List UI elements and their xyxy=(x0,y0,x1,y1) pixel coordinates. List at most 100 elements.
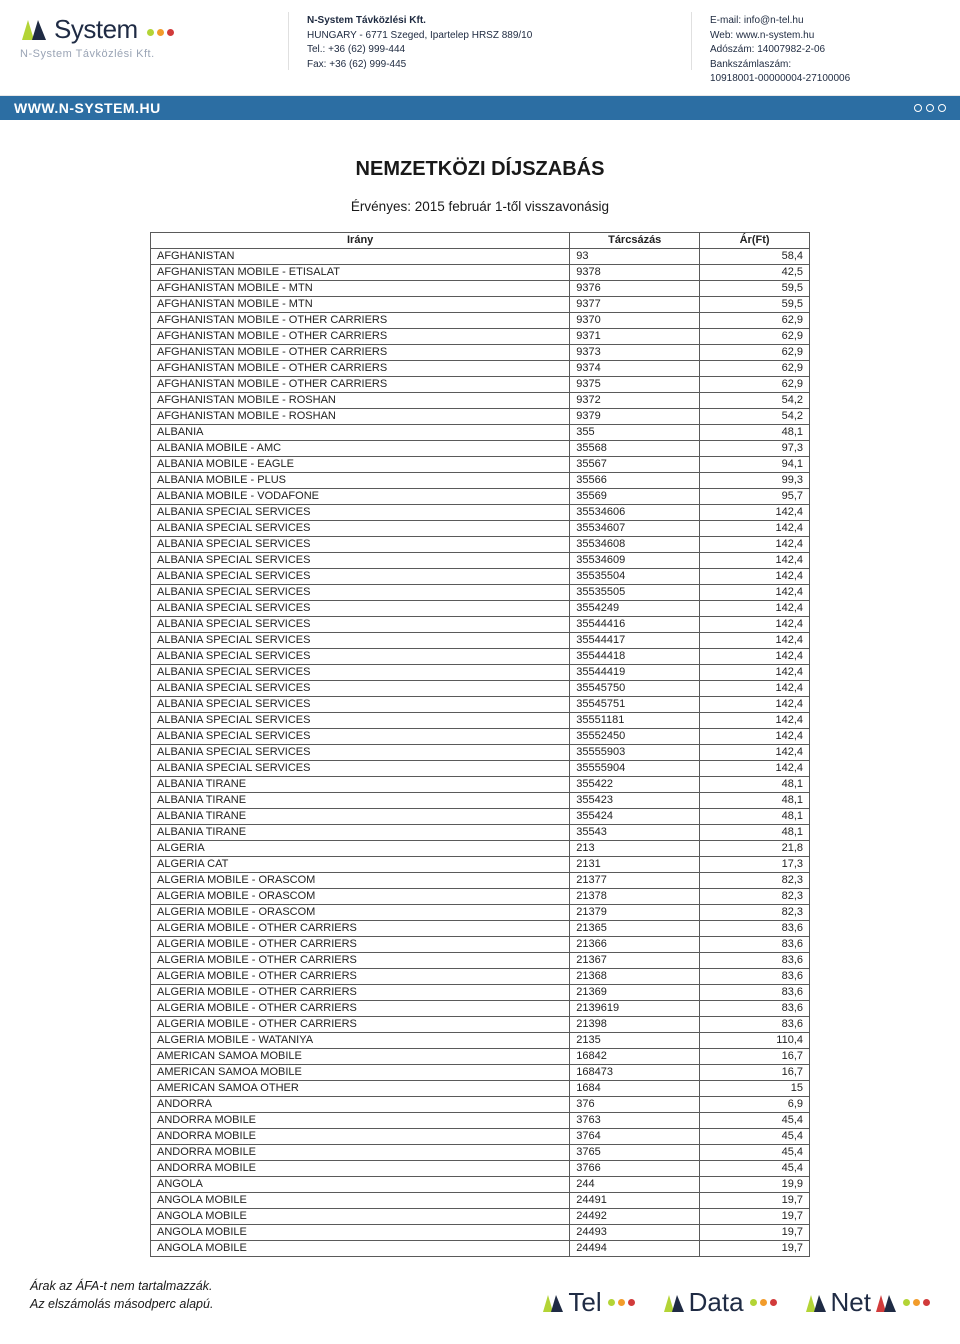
cell-dial: 2131 xyxy=(570,856,700,872)
table-row: AFGHANISTAN MOBILE - OTHER CARRIERS93706… xyxy=(151,312,810,328)
table-row: ALGERIA MOBILE - ORASCOM2137882,3 xyxy=(151,888,810,904)
cell-destination: ALGERIA xyxy=(151,840,570,856)
cell-price: 16,7 xyxy=(700,1048,810,1064)
cell-dial: 9374 xyxy=(570,360,700,376)
cell-destination: AFGHANISTAN MOBILE - OTHER CARRIERS xyxy=(151,312,570,328)
brand-logo: Data xyxy=(663,1287,777,1318)
addr-line: Adószám: 14007982-2-06 xyxy=(710,43,940,58)
cell-price: 19,7 xyxy=(700,1208,810,1224)
cell-destination: ALGERIA MOBILE - OTHER CARRIERS xyxy=(151,984,570,1000)
cell-dial: 21379 xyxy=(570,904,700,920)
table-row: ALBANIA SPECIAL SERVICES35535505142,4 xyxy=(151,584,810,600)
brand-dots-icon xyxy=(903,1299,930,1306)
cell-destination: AMERICAN SAMOA MOBILE xyxy=(151,1048,570,1064)
cell-price: 48,1 xyxy=(700,808,810,824)
cell-price: 110,4 xyxy=(700,1032,810,1048)
brand-mark-icon xyxy=(805,1292,827,1314)
cell-dial: 16842 xyxy=(570,1048,700,1064)
cell-destination: AMERICAN SAMOA OTHER xyxy=(151,1080,570,1096)
table-row: AFGHANISTAN MOBILE - OTHER CARRIERS93756… xyxy=(151,376,810,392)
cell-dial: 35534606 xyxy=(570,504,700,520)
cell-destination: ALGERIA MOBILE - ORASCOM xyxy=(151,872,570,888)
cell-price: 142,4 xyxy=(700,712,810,728)
cell-price: 142,4 xyxy=(700,520,810,536)
table-row: ALBANIA SPECIAL SERVICES35555903142,4 xyxy=(151,744,810,760)
addr-line: HUNGARY - 6771 Szeged, Ipartelep HRSZ 88… xyxy=(307,29,673,44)
cell-dial: 35551181 xyxy=(570,712,700,728)
table-row: ALBANIA SPECIAL SERVICES35544419142,4 xyxy=(151,664,810,680)
cell-price: 17,3 xyxy=(700,856,810,872)
cell-dial: 35535504 xyxy=(570,568,700,584)
cell-price: 62,9 xyxy=(700,344,810,360)
cell-destination: ALGERIA MOBILE - OTHER CARRIERS xyxy=(151,968,570,984)
cell-dial: 213 xyxy=(570,840,700,856)
cell-price: 58,4 xyxy=(700,248,810,264)
cell-dial: 9371 xyxy=(570,328,700,344)
cell-price: 83,6 xyxy=(700,1016,810,1032)
cell-price: 99,3 xyxy=(700,472,810,488)
cell-price: 15 xyxy=(700,1080,810,1096)
cell-dial: 9375 xyxy=(570,376,700,392)
addr-line: 10918001-00000004-27100006 xyxy=(710,72,940,87)
cell-price: 45,4 xyxy=(700,1160,810,1176)
cell-destination: ALGERIA MOBILE - OTHER CARRIERS xyxy=(151,920,570,936)
table-row: AFGHANISTAN MOBILE - ROSHAN937254,2 xyxy=(151,392,810,408)
table-row: ANDORRA MOBILE376645,4 xyxy=(151,1160,810,1176)
rates-table: Irány Tárcsázás Ár(Ft) AFGHANISTAN9358,4… xyxy=(150,232,810,1257)
cell-price: 142,4 xyxy=(700,616,810,632)
table-row: ANGOLA24419,9 xyxy=(151,1176,810,1192)
cell-price: 45,4 xyxy=(700,1128,810,1144)
table-row: ANGOLA MOBILE2449419,7 xyxy=(151,1240,810,1256)
cell-price: 48,1 xyxy=(700,424,810,440)
cell-dial: 35568 xyxy=(570,440,700,456)
cell-dial: 24492 xyxy=(570,1208,700,1224)
cell-destination: ALBANIA SPECIAL SERVICES xyxy=(151,648,570,664)
cell-destination: ALBANIA SPECIAL SERVICES xyxy=(151,536,570,552)
table-row: ALBANIA SPECIAL SERVICES35555904142,4 xyxy=(151,760,810,776)
cell-destination: AFGHANISTAN MOBILE - ROSHAN xyxy=(151,408,570,424)
cell-price: 142,4 xyxy=(700,632,810,648)
cell-dial: 9379 xyxy=(570,408,700,424)
cell-price: 48,1 xyxy=(700,776,810,792)
col-header-dial: Tárcsázás xyxy=(570,232,700,248)
cell-price: 142,4 xyxy=(700,504,810,520)
addr-line: Bankszámlaszám: xyxy=(710,58,940,73)
cell-destination: ALBANIA TIRANE xyxy=(151,824,570,840)
cell-price: 142,4 xyxy=(700,744,810,760)
cell-dial: 35555904 xyxy=(570,760,700,776)
cell-dial: 3765 xyxy=(570,1144,700,1160)
cell-destination: ALBANIA SPECIAL SERVICES xyxy=(151,664,570,680)
table-row: AFGHANISTAN MOBILE - ETISALAT937842,5 xyxy=(151,264,810,280)
brand-mark-icon xyxy=(542,1292,564,1314)
cell-destination: ALGERIA CAT xyxy=(151,856,570,872)
table-row: ALGERIA CAT213117,3 xyxy=(151,856,810,872)
table-row: ANGOLA MOBILE2449319,7 xyxy=(151,1224,810,1240)
website-bar: WWW.N-SYSTEM.HU xyxy=(0,96,960,120)
cell-dial: 21366 xyxy=(570,936,700,952)
cell-dial: 21398 xyxy=(570,1016,700,1032)
table-row: ALBANIA SPECIAL SERVICES35535504142,4 xyxy=(151,568,810,584)
cell-destination: ANDORRA MOBILE xyxy=(151,1160,570,1176)
cell-dial: 35545751 xyxy=(570,696,700,712)
cell-destination: ALBANIA TIRANE xyxy=(151,776,570,792)
cell-dial: 35544416 xyxy=(570,616,700,632)
table-row: ALBANIA SPECIAL SERVICES3554249142,4 xyxy=(151,600,810,616)
letterhead: System N-System Távközlési Kft. N-System… xyxy=(0,0,960,96)
cell-dial: 355422 xyxy=(570,776,700,792)
cell-destination: AFGHANISTAN MOBILE - OTHER CARRIERS xyxy=(151,328,570,344)
cell-dial: 355424 xyxy=(570,808,700,824)
logo-block: System N-System Távközlési Kft. xyxy=(20,12,270,60)
cell-price: 142,4 xyxy=(700,728,810,744)
cell-dial: 35534607 xyxy=(570,520,700,536)
table-row: AFGHANISTAN MOBILE - OTHER CARRIERS93746… xyxy=(151,360,810,376)
cell-price: 54,2 xyxy=(700,392,810,408)
table-row: ALBANIA SPECIAL SERVICES35545750142,4 xyxy=(151,680,810,696)
cell-price: 83,6 xyxy=(700,936,810,952)
cell-destination: ALGERIA MOBILE - ORASCOM xyxy=(151,904,570,920)
cell-price: 19,7 xyxy=(700,1192,810,1208)
cell-dial: 9373 xyxy=(570,344,700,360)
table-header-row: Irány Tárcsázás Ár(Ft) xyxy=(151,232,810,248)
brand-mark-icon xyxy=(663,1292,685,1314)
cell-destination: ALGERIA MOBILE - OTHER CARRIERS xyxy=(151,952,570,968)
cell-destination: ANGOLA MOBILE xyxy=(151,1224,570,1240)
